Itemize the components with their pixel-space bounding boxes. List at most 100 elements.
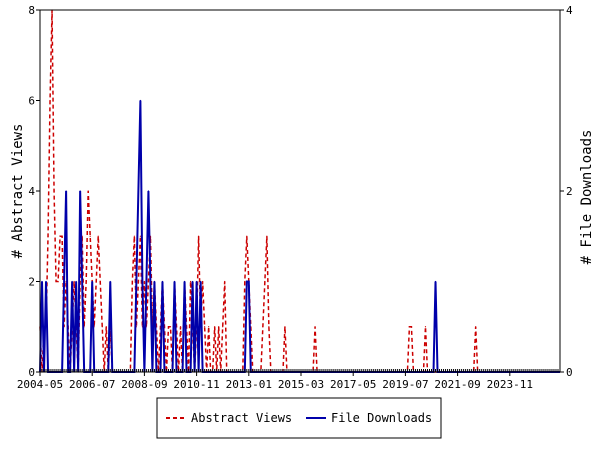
legend-label-abstract-views: Abstract Views	[191, 411, 292, 425]
data-point	[73, 280, 75, 283]
y-left-tick-label: 2	[28, 276, 35, 289]
data-point	[109, 280, 111, 283]
y-right-tick-label: 4	[566, 4, 573, 17]
data-point	[167, 326, 170, 328]
data-point	[85, 280, 87, 283]
data-point	[183, 280, 186, 283]
data-point	[137, 280, 139, 283]
data-point	[95, 280, 97, 283]
data-point	[204, 326, 206, 328]
axes: 2004-05 2006-07 2008-09 2010-11 2013-01 2015-…	[17, 4, 573, 391]
data-point	[55, 280, 57, 283]
x-tick-label: 2008-09	[121, 378, 167, 391]
data-point	[79, 190, 81, 192]
y-right-tick-label: 2	[566, 185, 573, 198]
data-point	[224, 280, 226, 283]
y-right-tick-label: 0	[566, 366, 573, 379]
data-point	[208, 326, 210, 328]
data-point	[89, 235, 91, 237]
data-point	[75, 280, 77, 283]
data-point	[87, 190, 89, 192]
y-left-tick-label: 6	[28, 95, 35, 108]
data-point	[105, 326, 107, 328]
data-point	[131, 280, 133, 283]
data-point	[173, 280, 176, 283]
data-point	[200, 280, 202, 283]
data-point	[147, 190, 150, 192]
data-point	[198, 235, 200, 237]
x-tick-label: 2010-11	[173, 378, 219, 391]
data-point	[57, 280, 59, 283]
data-point	[161, 280, 164, 283]
x-tick-label: 2004-05	[17, 378, 63, 391]
data-point	[133, 235, 135, 237]
data-point	[266, 235, 268, 237]
data-point	[169, 326, 172, 328]
data-point	[59, 235, 61, 237]
data-point	[262, 326, 264, 328]
legend-box	[156, 397, 442, 439]
data-point	[97, 235, 99, 237]
y-left-tick-label: 0	[28, 366, 35, 379]
data-point	[264, 280, 266, 283]
data-point	[135, 280, 137, 283]
data-point	[191, 280, 194, 283]
data-point	[139, 99, 141, 102]
data-point	[139, 235, 141, 237]
data-point	[434, 280, 437, 283]
data-point	[218, 326, 220, 328]
data-point	[143, 280, 145, 283]
x-tick-label: 2013-01	[226, 378, 272, 391]
data-point	[222, 326, 224, 328]
data-point	[244, 280, 246, 283]
data-point	[475, 326, 477, 328]
data-point	[410, 326, 413, 328]
data-point	[424, 326, 427, 328]
data-point	[268, 326, 270, 328]
data-point	[408, 326, 411, 328]
data-point	[61, 235, 63, 237]
y-axis-left-title: # Abstract Views	[10, 124, 26, 259]
data-point	[41, 280, 43, 283]
y-left-tick-label: 8	[28, 4, 35, 17]
data-point	[284, 326, 286, 328]
data-point	[153, 280, 156, 283]
data-point	[147, 280, 150, 283]
data-point	[246, 235, 248, 237]
data-point	[45, 280, 47, 283]
legend-label-file-downloads: File Downloads	[331, 411, 432, 425]
data-point	[141, 280, 143, 283]
legend: Abstract Views File Downloads	[156, 397, 442, 439]
x-tick-label: 2019-07	[382, 378, 428, 391]
data-point	[53, 190, 55, 192]
data-point	[202, 280, 204, 283]
data-point	[71, 280, 73, 283]
data-point	[189, 280, 192, 283]
x-tick-label: 2006-07	[69, 378, 115, 391]
data-point	[49, 99, 51, 102]
data-point	[91, 280, 93, 283]
data-point	[248, 280, 250, 283]
data-point	[137, 190, 139, 192]
data-point	[214, 326, 216, 328]
y-left-tick-label: 4	[28, 185, 35, 198]
data-point	[149, 280, 152, 283]
data-point	[314, 326, 316, 328]
x-tick-label: 2021-09	[434, 378, 480, 391]
data-point	[47, 235, 49, 237]
data-point	[246, 280, 248, 283]
x-tick-label: 2017-05	[330, 378, 376, 391]
data-point	[81, 280, 83, 283]
y-axis-right-title: # File Downloads	[579, 130, 595, 265]
x-tick-label: 2023-11	[487, 378, 533, 391]
data-point	[65, 190, 67, 192]
data-point	[101, 326, 103, 328]
x-tick-label: 2015-03	[278, 378, 324, 391]
data-point	[196, 280, 198, 283]
data-point	[145, 280, 148, 283]
data-point	[99, 280, 101, 283]
data-point	[179, 326, 182, 328]
data-point	[63, 280, 65, 283]
